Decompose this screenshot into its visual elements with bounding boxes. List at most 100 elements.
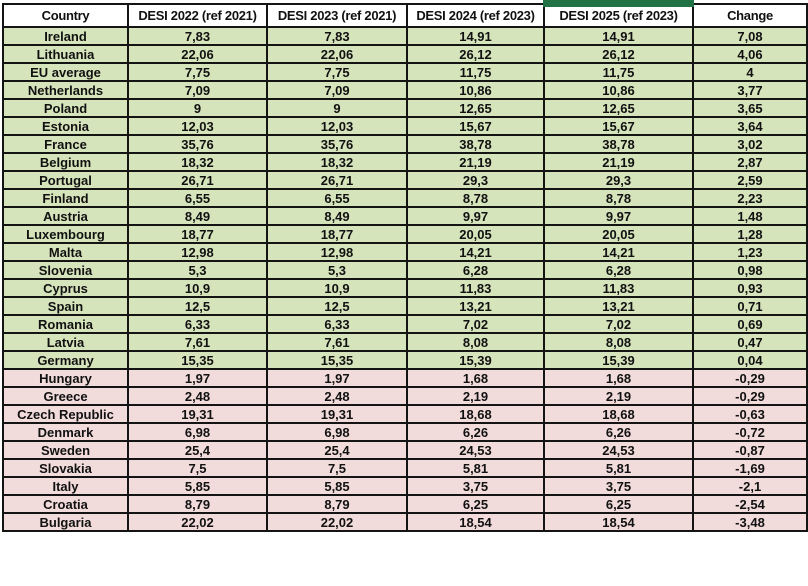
- desi-2024-cell: 14,21: [406, 242, 545, 262]
- table-row: Ireland 7,83 7,83 14,91 14,91 7,08: [2, 26, 808, 46]
- column-header-desi-2022: DESI 2022 (ref 2021): [127, 3, 268, 28]
- desi-2024-cell: 13,21: [406, 296, 545, 316]
- desi-2024-cell: 21,19: [406, 152, 545, 172]
- desi-2023-cell: 5,3: [266, 260, 408, 280]
- desi-2022-cell: 7,83: [127, 26, 268, 46]
- desi-2024-cell: 26,12: [406, 44, 545, 64]
- table-row: Austria 8,49 8,49 9,97 9,97 1,48: [2, 206, 808, 226]
- desi-2025-cell: 8,78: [543, 188, 694, 208]
- desi-2022-cell: 10,9: [127, 278, 268, 298]
- table-row: Romania 6,33 6,33 7,02 7,02 0,69: [2, 314, 808, 334]
- desi-2023-cell: 18,77: [266, 224, 408, 244]
- desi-2024-cell: 5,81: [406, 458, 545, 478]
- country-cell: Cyprus: [2, 278, 129, 298]
- table-row: Germany 15,35 15,35 15,39 15,39 0,04: [2, 350, 808, 370]
- desi-2022-cell: 22,02: [127, 512, 268, 532]
- country-cell: Slovenia: [2, 260, 129, 280]
- change-cell: -3,48: [692, 512, 808, 532]
- desi-2023-cell: 6,55: [266, 188, 408, 208]
- table-row: Luxembourg 18,77 18,77 20,05 20,05 1,28: [2, 224, 808, 244]
- table-row: Slovenia 5,3 5,3 6,28 6,28 0,98: [2, 260, 808, 280]
- desi-2023-cell: 7,83: [266, 26, 408, 46]
- change-cell: -2,54: [692, 494, 808, 514]
- country-cell: Germany: [2, 350, 129, 370]
- change-cell: 1,28: [692, 224, 808, 244]
- change-cell: 0,04: [692, 350, 808, 370]
- change-cell: 3,02: [692, 134, 808, 154]
- desi-2022-cell: 26,71: [127, 170, 268, 190]
- desi-2022-cell: 5,85: [127, 476, 268, 496]
- desi-2024-cell: 6,25: [406, 494, 545, 514]
- change-cell: 0,93: [692, 278, 808, 298]
- country-cell: Italy: [2, 476, 129, 496]
- desi-2022-cell: 7,09: [127, 80, 268, 100]
- desi-table: Country DESI 2022 (ref 2021) DESI 2023 (…: [2, 3, 808, 532]
- table-row: EU average 7,75 7,75 11,75 11,75 4: [2, 62, 808, 82]
- table-row: Czech Republic 19,31 19,31 18,68 18,68 -…: [2, 404, 808, 424]
- change-cell: 0,69: [692, 314, 808, 334]
- desi-2024-cell: 10,86: [406, 80, 545, 100]
- table-row: Slovakia 7,5 7,5 5,81 5,81 -1,69: [2, 458, 808, 478]
- desi-2024-cell: 9,97: [406, 206, 545, 226]
- desi-2023-cell: 10,9: [266, 278, 408, 298]
- column-header-country: Country: [2, 3, 129, 28]
- desi-2022-cell: 8,79: [127, 494, 268, 514]
- desi-2024-cell: 12,65: [406, 98, 545, 118]
- desi-2025-cell: 6,26: [543, 422, 694, 442]
- desi-2024-cell: 29,3: [406, 170, 545, 190]
- desi-2023-cell: 1,97: [266, 368, 408, 388]
- desi-2024-cell: 18,68: [406, 404, 545, 424]
- table-row: Croatia 8,79 8,79 6,25 6,25 -2,54: [2, 494, 808, 514]
- change-cell: 7,08: [692, 26, 808, 46]
- desi-2022-cell: 7,75: [127, 62, 268, 82]
- country-cell: Poland: [2, 98, 129, 118]
- change-cell: 0,71: [692, 296, 808, 316]
- country-cell: Spain: [2, 296, 129, 316]
- desi-2023-cell: 25,4: [266, 440, 408, 460]
- desi-2023-cell: 19,31: [266, 404, 408, 424]
- table-row: France 35,76 35,76 38,78 38,78 3,02: [2, 134, 808, 154]
- desi-2024-cell: 1,68: [406, 368, 545, 388]
- country-cell: Hungary: [2, 368, 129, 388]
- column-header-desi-2024: DESI 2024 (ref 2023): [406, 3, 545, 28]
- desi-2022-cell: 18,32: [127, 152, 268, 172]
- change-cell: 2,59: [692, 170, 808, 190]
- change-cell: 1,23: [692, 242, 808, 262]
- country-cell: Lithuania: [2, 44, 129, 64]
- desi-2022-cell: 6,55: [127, 188, 268, 208]
- table-row: Greece 2,48 2,48 2,19 2,19 -0,29: [2, 386, 808, 406]
- desi-2025-cell: 13,21: [543, 296, 694, 316]
- desi-2024-cell: 8,08: [406, 332, 545, 352]
- desi-2022-cell: 7,5: [127, 458, 268, 478]
- country-cell: Luxembourg: [2, 224, 129, 244]
- header-row: Country DESI 2022 (ref 2021) DESI 2023 (…: [2, 3, 808, 28]
- desi-2023-cell: 7,5: [266, 458, 408, 478]
- country-cell: Malta: [2, 242, 129, 262]
- country-cell: Finland: [2, 188, 129, 208]
- desi-2022-cell: 12,03: [127, 116, 268, 136]
- desi-2024-cell: 18,54: [406, 512, 545, 532]
- table-row: Hungary 1,97 1,97 1,68 1,68 -0,29: [2, 368, 808, 388]
- desi-2025-cell: 12,65: [543, 98, 694, 118]
- country-cell: Romania: [2, 314, 129, 334]
- desi-2024-cell: 15,67: [406, 116, 545, 136]
- desi-2022-cell: 15,35: [127, 350, 268, 370]
- country-cell: Bulgaria: [2, 512, 129, 532]
- desi-2025-cell: 7,02: [543, 314, 694, 334]
- table-row: Denmark 6,98 6,98 6,26 6,26 -0,72: [2, 422, 808, 442]
- table-row: Bulgaria 22,02 22,02 18,54 18,54 -3,48: [2, 512, 808, 532]
- table-row: Finland 6,55 6,55 8,78 8,78 2,23: [2, 188, 808, 208]
- table-row: Poland 9 9 12,65 12,65 3,65: [2, 98, 808, 118]
- desi-2025-cell: 10,86: [543, 80, 694, 100]
- desi-2023-cell: 7,75: [266, 62, 408, 82]
- desi-2024-cell: 14,91: [406, 26, 545, 46]
- desi-2024-cell: 3,75: [406, 476, 545, 496]
- desi-2023-cell: 22,02: [266, 512, 408, 532]
- desi-2023-cell: 26,71: [266, 170, 408, 190]
- desi-2023-cell: 2,48: [266, 386, 408, 406]
- desi-2024-cell: 6,26: [406, 422, 545, 442]
- desi-2022-cell: 22,06: [127, 44, 268, 64]
- change-cell: 2,23: [692, 188, 808, 208]
- desi-2024-cell: 8,78: [406, 188, 545, 208]
- table-row: Cyprus 10,9 10,9 11,83 11,83 0,93: [2, 278, 808, 298]
